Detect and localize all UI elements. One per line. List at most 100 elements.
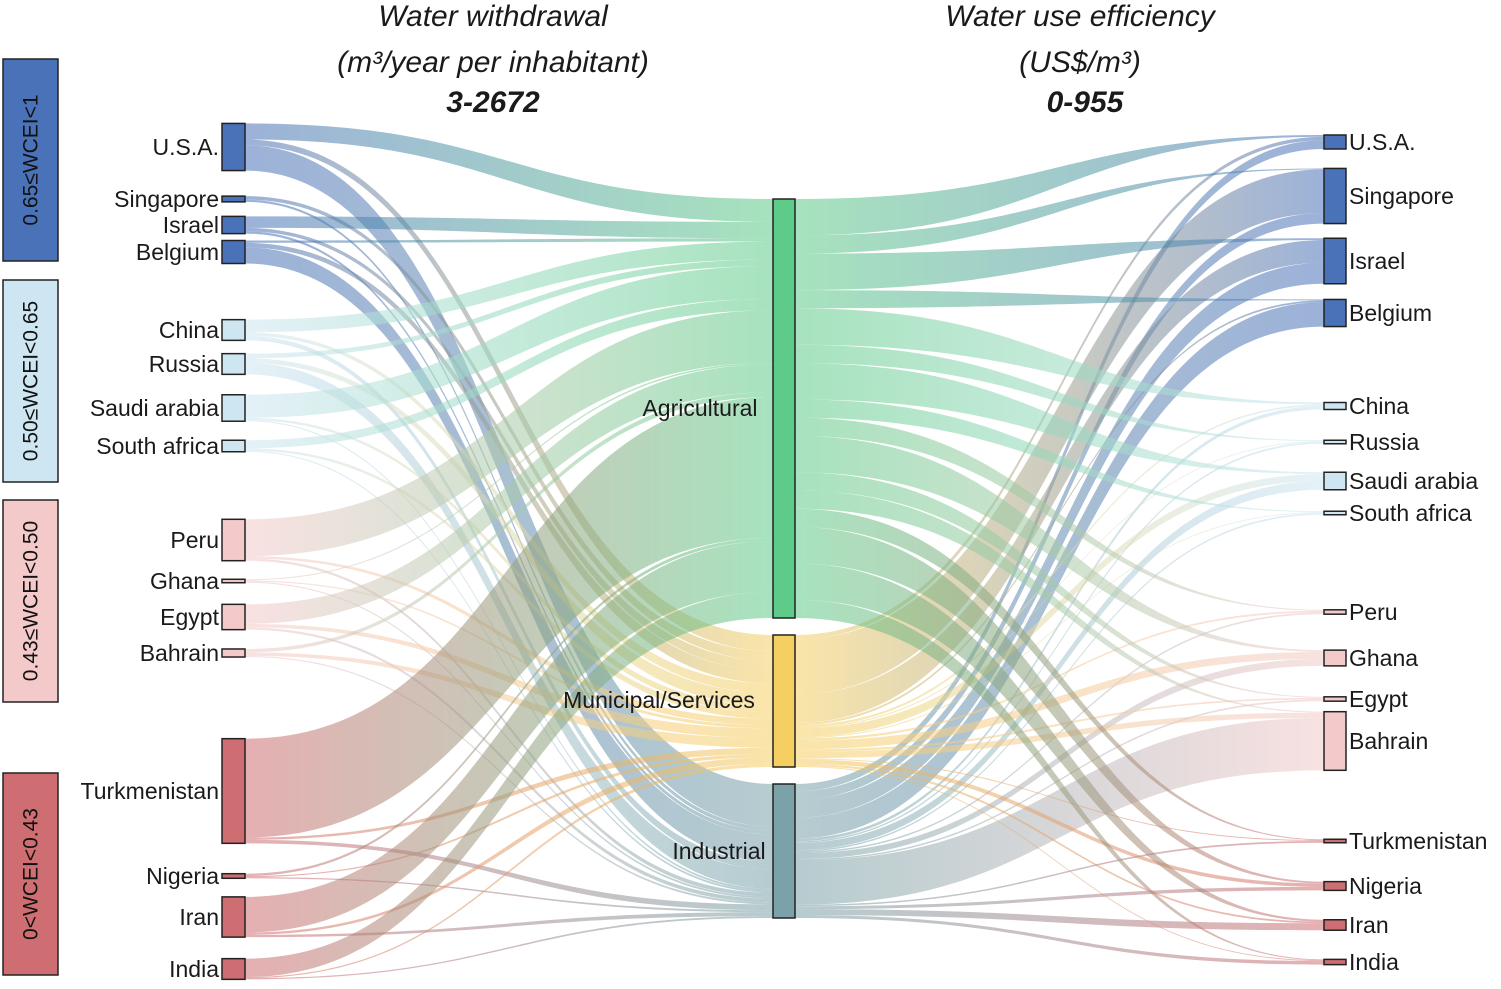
- group-label-4: 0<WCEI<0.43: [20, 808, 43, 940]
- flow-ind-to-turkmenistan-efficiency: [795, 841, 1324, 907]
- flow-china-to-mun: [245, 332, 773, 693]
- flow-agr-to-bahrain-efficiency: [795, 490, 1324, 713]
- flow-bahrain-to-mun: [245, 652, 773, 748]
- flow-mun-to-ghana-efficiency: [795, 651, 1324, 750]
- flow-mun-to-south-africa-efficiency: [795, 512, 1324, 739]
- sector-label-ind: Industrial: [672, 838, 765, 864]
- left-title: Water withdrawal: [378, 0, 609, 33]
- node-left-china: [221, 318, 246, 342]
- sector-node-mun: [772, 634, 796, 768]
- node-left-turkmenistan: [221, 737, 246, 845]
- sector-node-agr: [772, 198, 796, 619]
- node-right-china: [1323, 401, 1347, 411]
- flow-links: [245, 123, 1324, 980]
- node-left-singapore: [221, 195, 246, 203]
- flow-nigeria-to-agr: [245, 537, 773, 876]
- node-right-u-s-a: [1323, 134, 1347, 150]
- flow-agr-to-india-efficiency: [795, 599, 1324, 961]
- node-right-turkmenistan: [1323, 838, 1347, 844]
- node-right-singapore: [1323, 167, 1347, 225]
- right-range: 0-955: [1047, 86, 1125, 119]
- label-right-egypt: Egypt: [1349, 686, 1408, 712]
- label-left-saudi-arabia: Saudi arabia: [90, 395, 219, 421]
- flow-agr-to-south-africa-efficiency: [795, 399, 1324, 513]
- label-left-belgium: Belgium: [136, 239, 219, 265]
- node-right-south-africa: [1323, 510, 1347, 516]
- group-box-4: [2, 772, 59, 976]
- sector-node-ind: [772, 783, 796, 919]
- flow-mun-to-egypt-efficiency: [795, 697, 1324, 752]
- flow-u-s-a-to-mun: [245, 139, 773, 652]
- node-right-ghana: [1323, 649, 1347, 667]
- node-left-india: [221, 957, 246, 981]
- flow-ind-to-china-efficiency: [795, 406, 1324, 842]
- label-right-china: China: [1349, 393, 1409, 419]
- label-left-nigeria: Nigeria: [146, 863, 219, 889]
- label-right-u-s-a: U.S.A.: [1349, 129, 1415, 155]
- flow-china-to-agr: [245, 241, 773, 333]
- flow-belgium-to-mun: [245, 242, 773, 684]
- flow-mun-to-belgium-efficiency: [795, 300, 1324, 726]
- flow-saudi-arabia-to-agr: [245, 266, 773, 418]
- flow-peru-to-agr: [245, 310, 773, 557]
- node-left-ghana: [221, 578, 246, 584]
- label-left-south-africa: South africa: [96, 433, 219, 459]
- flow-singapore-to-ind: [245, 199, 773, 831]
- flow-agr-to-singapore-efficiency: [795, 168, 1324, 254]
- sector-label-agr: Agricultural: [642, 395, 757, 421]
- flow-ind-to-saudi-arabia-efficiency: [795, 481, 1324, 851]
- flow-india-to-ind: [245, 916, 773, 980]
- label-left-iran: Iran: [179, 904, 219, 930]
- label-left-china: China: [159, 317, 219, 343]
- label-left-singapore: Singapore: [114, 186, 219, 212]
- label-left-bahrain: Bahrain: [140, 640, 219, 666]
- label-left-india: India: [169, 956, 219, 982]
- flow-egypt-to-ind: [245, 627, 773, 903]
- sector-label-mun: Municipal/Services: [563, 687, 755, 713]
- flow-agr-to-ghana-efficiency: [795, 435, 1324, 652]
- flow-agr-to-russia-efficiency: [795, 344, 1324, 442]
- node-right-saudi-arabia: [1323, 471, 1347, 491]
- flow-ind-to-belgium-efficiency: [795, 302, 1324, 839]
- flow-mun-to-israel-efficiency: [795, 240, 1324, 723]
- flow-iran-to-mun: [245, 757, 773, 935]
- label-left-u-s-a: U.S.A.: [153, 134, 219, 160]
- flow-mun-to-u-s-a-efficiency: [795, 136, 1324, 640]
- flow-ind-to-russia-efficiency: [795, 442, 1324, 843]
- group-box-1: [2, 58, 59, 262]
- flow-mun-to-india-efficiency: [795, 765, 1324, 962]
- flow-agr-to-china-efficiency: [795, 308, 1324, 405]
- label-right-turkmenistan: Turkmenistan: [1349, 828, 1487, 854]
- group-box-3: [2, 499, 59, 703]
- flow-mun-to-iran-efficiency: [795, 763, 1324, 924]
- label-right-israel: Israel: [1349, 248, 1405, 274]
- label-left-ghana: Ghana: [150, 568, 219, 594]
- flow-agr-to-iran-efficiency: [795, 563, 1324, 922]
- flow-ind-to-iran-efficiency: [795, 909, 1324, 931]
- label-left-russia: Russia: [149, 351, 220, 377]
- node-right-belgium: [1323, 298, 1347, 328]
- label-right-belgium: Belgium: [1349, 300, 1432, 326]
- label-right-iran: Iran: [1349, 912, 1389, 938]
- node-left-egypt: [221, 603, 246, 631]
- nodes: 0.65≤WCEI<1 0.50≤WCEI<0.65 0.43≤WCEI<0.50 0…: [2, 58, 1487, 982]
- node-right-peru: [1323, 609, 1347, 615]
- left-subtitle: (m³/year per inhabitant): [337, 46, 649, 79]
- group-label-3: 0.43≤WCEI<0.50: [20, 521, 43, 681]
- right-title: Water use efficiency: [945, 0, 1217, 33]
- node-left-u-s-a: [221, 122, 246, 172]
- flow-agr-to-saudi-arabia-efficiency: [795, 362, 1324, 474]
- flow-ind-to-bahrain-efficiency: [795, 717, 1324, 905]
- node-left-russia: [221, 352, 246, 376]
- node-left-belgium: [221, 239, 246, 265]
- label-right-russia: Russia: [1349, 429, 1420, 455]
- flow-nigeria-to-ind: [245, 877, 773, 913]
- node-left-saudi-arabia: [221, 394, 246, 422]
- node-right-iran: [1323, 919, 1347, 931]
- flow-mun-to-turkmenistan-efficiency: [795, 758, 1324, 841]
- label-right-india: India: [1349, 949, 1399, 975]
- group-label-2: 0.50≤WCEI<0.65: [20, 301, 43, 461]
- flow-agr-to-nigeria-efficiency: [795, 526, 1324, 884]
- flow-india-to-mun: [245, 763, 773, 979]
- flow-u-s-a-to-agr: [245, 123, 773, 222]
